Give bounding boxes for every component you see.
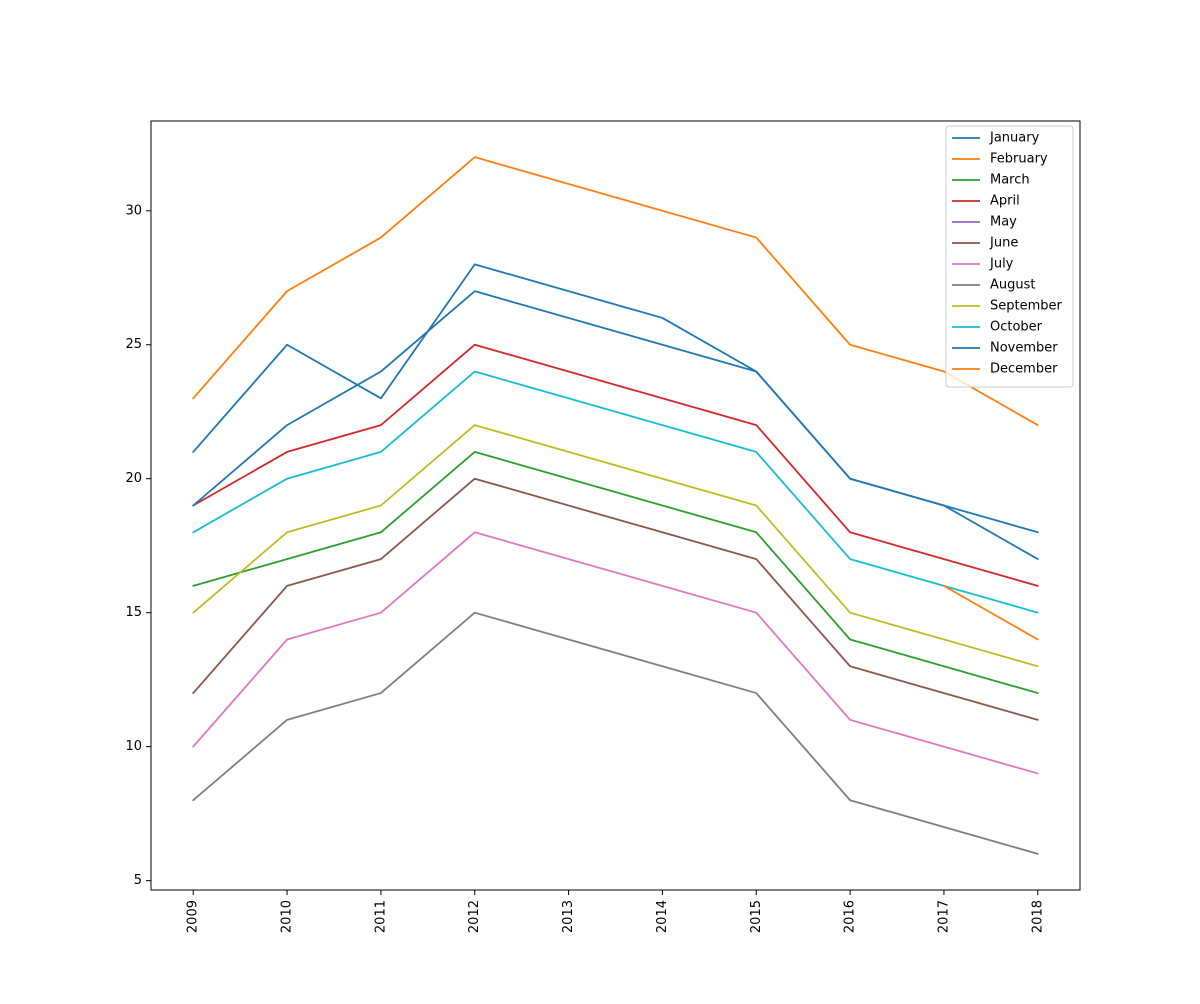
series-line-october [192,370,1039,614]
x-tick-label: 2010 [280,900,295,933]
x-tick-label: 2017 [936,900,951,933]
series-line-april [192,343,1039,587]
legend-label-october: October [990,320,1043,335]
legend-label-may: May [990,215,1017,230]
legend-label-august: August [990,278,1036,293]
series-line-march [192,451,1039,694]
x-axis: 2009 2010 2011 2012 2013 2014 2015 2016 2017 2018 [186,890,1045,933]
y-tick-label: 10 [125,739,142,754]
y-tick-label: 15 [125,605,142,620]
legend-label-november: November [990,341,1058,356]
y-tick-label: 20 [125,471,142,486]
series-line-july [192,531,1039,775]
x-tick-label: 2011 [373,900,388,933]
y-axis: 5 10 15 20 25 30 [125,203,151,888]
legend-box [945,125,1074,388]
x-tick-label: 2012 [467,900,482,933]
y-tick-label: 25 [125,337,142,352]
x-tick-label: 2014 [655,900,670,933]
series-line-june [192,477,1039,721]
series-line-november [192,290,1039,560]
legend-label-july: July [989,257,1014,272]
legend-label-september: September [990,299,1063,314]
series-line-december [943,584,1039,641]
legend-label-june: June [989,236,1018,251]
series-line-august [192,611,1039,855]
x-tick-label: 2015 [749,900,764,933]
legend-label-march: March [990,173,1030,188]
legend: January February March April May June July Augu… [945,125,1074,388]
x-tick-label: 2016 [843,900,858,933]
legend-label-december: December [990,362,1058,377]
legend-label-january: January [989,131,1040,146]
series-line-september [192,424,1039,668]
legend-label-february: February [990,152,1048,167]
plot-area-frame [150,120,1081,891]
x-tick-label: 2009 [186,900,201,933]
y-tick-label: 5 [134,873,142,888]
series-line-february [192,156,1039,427]
legend-label-april: April [990,194,1020,209]
x-tick-label: 2018 [1030,900,1045,933]
x-tick-label: 2013 [561,900,576,933]
y-tick-label: 30 [125,203,142,218]
series-layer [192,156,1039,855]
